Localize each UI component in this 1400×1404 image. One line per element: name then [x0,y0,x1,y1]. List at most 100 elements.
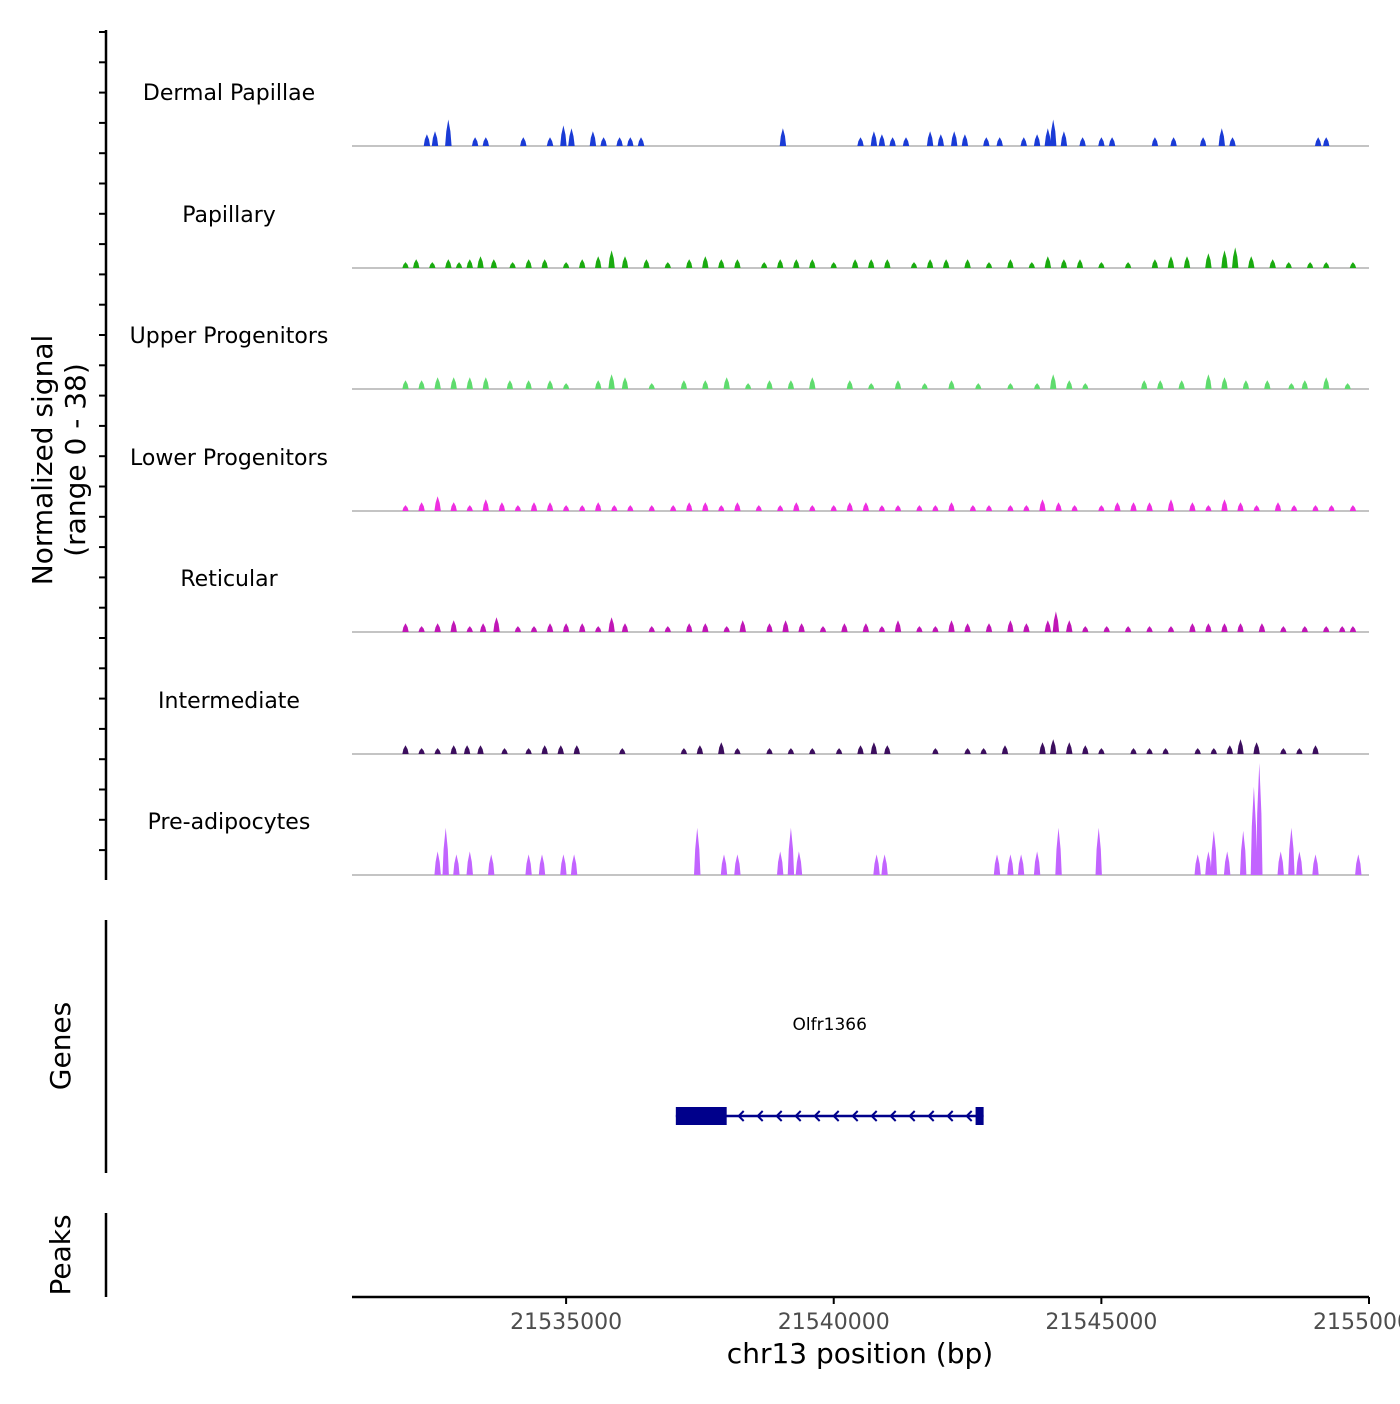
coverage-peak [530,626,538,632]
gene-strand-arrow [737,1110,745,1122]
coverage-peak [910,262,918,268]
coverage-peak [450,745,457,754]
coverage-peak [1301,626,1308,632]
coverage-peak [782,620,789,632]
coverage-peak [1183,256,1191,268]
coverage-peak [493,617,500,632]
coverage-peak [1098,262,1105,268]
coverage-peak [975,383,982,389]
coverage-peak [718,742,725,754]
coverage-peak [937,134,944,146]
coverage-peak [718,505,725,511]
coverage-peak [694,827,701,875]
coverage-peak [648,626,655,632]
coverage-peak [445,259,452,268]
coverage-peak [573,745,580,754]
coverage-peak [1039,499,1046,511]
coverage-tracks: Dermal Papillae Papillary Upper Progenitor… [130,81,1369,876]
gene-exon [675,1107,727,1125]
coverage-peak [1223,851,1231,875]
x-tick-label: 21545000 [1045,1310,1157,1335]
x-tick-label: 21540000 [778,1310,890,1335]
coverage-peak [873,854,880,875]
gene-strand-arrow [889,1110,897,1122]
coverage-peak [1098,748,1105,754]
coverage-peak [1114,502,1121,511]
coverage-peak [916,626,923,632]
coverage-peak [718,259,725,268]
coverage-peak [1130,502,1137,511]
coverage-peak [525,259,532,268]
coverage-peak [538,854,546,875]
coverage-peak [985,262,993,268]
track-label: Reticular [180,567,278,592]
coverage-peak [466,626,473,632]
coverage-peak [793,259,800,268]
coverage-peak [627,137,634,146]
coverage-peak [1007,854,1014,875]
coverage-peak [402,380,409,389]
coverage-peak [932,748,939,754]
coverage-peak [621,377,629,389]
coverage-peak [1124,626,1132,632]
coverage-peak [1205,374,1212,389]
coverage-peak [579,505,586,511]
coverage-peak [1028,262,1035,268]
coverage-peak [1124,262,1132,268]
gene-strand-arrow [794,1110,802,1122]
peaks-panel: Peaks [44,1213,108,1297]
coverage-peak [1108,137,1116,146]
coverage-peak [402,262,409,268]
coverage-peak [680,380,688,389]
coverage-peak [1082,383,1089,389]
coverage-peak [434,748,441,754]
coverage-peak [1007,505,1014,511]
coverage-peak [466,377,473,389]
coverage-peak [1264,380,1271,389]
coverage-peak [466,505,473,511]
coverage-peak [1194,854,1201,875]
x-axis: 21535000 21540000 21545000 21550000 chr13 p… [352,1295,1400,1370]
coverage-peak [702,380,709,389]
coverage-peak [418,626,425,632]
gene-strand-arrow [908,1110,916,1122]
coverage-peak [643,259,650,268]
coverage-peak [402,745,409,754]
coverage-panel: Normalized signal (range 0 - 38) Dermal … [26,30,1369,880]
coverage-peak [482,137,489,146]
coverage-peak [1344,383,1351,389]
coverage-peak [1007,259,1014,268]
coverage-peak [402,623,409,632]
coverage-peak [1066,742,1073,754]
coverage-peak [702,256,709,268]
coverage-peak [595,380,602,389]
coverage-peak [525,748,532,754]
coverage-peak [1103,626,1110,632]
coverage-peak [1050,374,1057,389]
coverage-peak [1210,830,1217,875]
peaks-y-label: Peaks [44,1214,77,1295]
coverage-peak [1157,380,1164,389]
coverage-peak [1314,137,1322,146]
coverage-peak [894,620,902,632]
coverage-peak [589,131,597,146]
coverage-peak [619,748,626,754]
coverage-peak [595,502,602,511]
coverage-peak [418,502,425,511]
coverage-peak [830,505,837,511]
coverage-peak [514,626,522,632]
coverage-peak [1095,827,1102,875]
coverage-peak [723,377,730,389]
coverage-peak [466,259,473,268]
coverage-peak [964,259,971,268]
track-label: Lower Progenitors [130,446,328,471]
coverage-peak [546,380,554,389]
coverage-peak [1044,128,1052,146]
coverage-peak [1098,137,1105,146]
coverage-peak [857,745,864,754]
coverage-peak [466,851,473,875]
coverage-peak [889,137,896,146]
coverage-peak [1050,119,1057,146]
coverage-peak [418,748,425,754]
coverage-peak [702,623,709,632]
